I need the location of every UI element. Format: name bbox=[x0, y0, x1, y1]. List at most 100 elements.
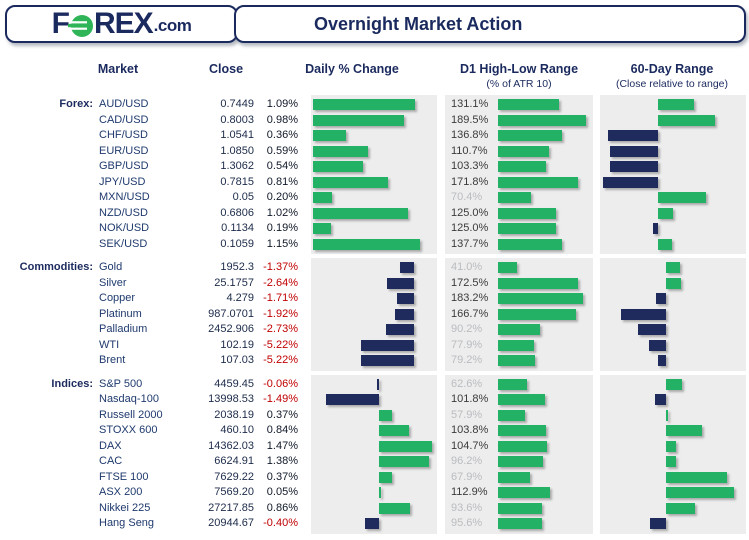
d1-range-bar bbox=[498, 378, 528, 390]
daily-change-bar bbox=[312, 99, 415, 110]
daily-pct-value: 1.38% bbox=[266, 455, 298, 467]
column-subheader-d1-range: (% of ATR 10) bbox=[486, 78, 552, 90]
sixty-day-range-cell bbox=[600, 353, 746, 369]
d1-bar-zone bbox=[498, 276, 591, 292]
d1-bar-zone bbox=[498, 97, 591, 113]
daily-change-bar bbox=[364, 518, 380, 529]
column-header-close: Close bbox=[208, 62, 244, 76]
d1-bar-zone bbox=[498, 377, 591, 393]
sixty-day-range-cell bbox=[600, 128, 746, 144]
sixty-day-range-bar bbox=[638, 324, 666, 335]
spacer bbox=[298, 97, 311, 113]
sixty-day-range-cell bbox=[600, 454, 746, 470]
daily-pct-value: 0.84% bbox=[266, 424, 298, 436]
d1-range-bar bbox=[498, 99, 559, 110]
close-value: 102.19 bbox=[220, 338, 254, 351]
spacer bbox=[298, 439, 311, 455]
sixty-day-range-bar bbox=[665, 262, 680, 273]
spacer bbox=[298, 392, 311, 408]
spacer bbox=[298, 190, 311, 206]
title-box: Overnight Market Action bbox=[234, 5, 746, 43]
market-name: DAX bbox=[99, 439, 122, 452]
d1-range-cell: 57.9% bbox=[445, 408, 593, 424]
daily-change-bar-cell bbox=[311, 516, 437, 532]
d1-bar-zone bbox=[498, 338, 591, 354]
spacer bbox=[298, 260, 311, 276]
spacer bbox=[298, 159, 311, 175]
close-value: 6624.91 bbox=[214, 455, 254, 467]
market-name: Brent bbox=[99, 354, 126, 366]
d1-range-bar bbox=[498, 114, 587, 126]
sixty-day-range-bar bbox=[666, 440, 676, 452]
market-name: JPY/USD bbox=[99, 175, 146, 188]
d1-range-cell: 104.7% bbox=[445, 439, 593, 455]
d1-range-cell: 125.0% bbox=[445, 206, 593, 222]
d1-range-label: 136.8% bbox=[451, 129, 489, 141]
section-group-label bbox=[0, 190, 97, 206]
column-header-d1-range: D1 High-Low Range bbox=[459, 62, 579, 76]
daily-pct-value: 0.98% bbox=[266, 113, 298, 126]
close-value: 4459.45 bbox=[214, 377, 254, 390]
d1-range-label: 112.9% bbox=[451, 486, 488, 498]
d1-range-cell: 189.5% bbox=[445, 113, 593, 129]
close-value: 0.1134 bbox=[221, 222, 254, 234]
spacer bbox=[437, 307, 445, 323]
d1-range-label: 104.7% bbox=[451, 439, 489, 452]
d1-range-label: 125.0% bbox=[451, 222, 489, 234]
daily-change-bar-cell bbox=[311, 97, 437, 113]
close-value: 13998.53 bbox=[208, 393, 254, 405]
spacer bbox=[437, 423, 445, 439]
sixty-day-range-bar bbox=[620, 308, 666, 320]
daily-change-bar bbox=[400, 262, 415, 273]
spacer bbox=[437, 144, 445, 160]
daily-pct-value: -2.64% bbox=[263, 276, 298, 289]
d1-bar-zone bbox=[498, 322, 591, 338]
market-name: S&P 500 bbox=[99, 377, 143, 390]
daily-change-bar-cell bbox=[311, 423, 437, 439]
spacer bbox=[437, 97, 445, 113]
daily-change-bar-cell bbox=[311, 206, 437, 222]
column-header-daily-change: Daily % Change bbox=[305, 62, 399, 76]
market-name: STOXX 600 bbox=[99, 424, 158, 436]
daily-pct-value: 0.20% bbox=[266, 191, 298, 203]
daily-change-bar bbox=[379, 471, 393, 483]
d1-bar-zone bbox=[498, 113, 591, 129]
spacer bbox=[437, 175, 445, 191]
spacer bbox=[593, 470, 600, 486]
d1-range-cell: 110.7% bbox=[445, 144, 593, 160]
daily-pct-value: 1.15% bbox=[266, 237, 298, 250]
spacer bbox=[298, 485, 311, 501]
daily-change-bar bbox=[361, 355, 415, 366]
d1-bar-zone bbox=[498, 175, 591, 191]
sixty-day-range-cell bbox=[600, 307, 746, 323]
market-name: Platinum bbox=[99, 307, 142, 320]
close-value: 1.3062 bbox=[220, 160, 254, 172]
sixty-day-range-cell bbox=[600, 408, 746, 424]
sixty-day-range-bar bbox=[666, 409, 669, 421]
spacer bbox=[593, 237, 600, 253]
spacer bbox=[437, 501, 445, 517]
close-value: 0.7449 bbox=[220, 98, 254, 110]
sixty-day-range-bar bbox=[658, 238, 673, 250]
d1-range-label: 103.3% bbox=[451, 160, 489, 172]
daily-pct-value: -1.49% bbox=[263, 393, 298, 405]
spacer bbox=[298, 377, 311, 393]
d1-range-bar bbox=[498, 471, 530, 483]
daily-pct-value: 0.36% bbox=[266, 129, 298, 141]
d1-bar-zone bbox=[498, 485, 591, 501]
d1-range-cell: 62.6% bbox=[445, 377, 593, 393]
d1-bar-zone bbox=[498, 454, 591, 470]
spacer bbox=[298, 237, 311, 253]
d1-range-bar bbox=[498, 409, 525, 421]
daily-pct-value: 0.81% bbox=[266, 175, 298, 188]
spacer bbox=[298, 338, 311, 354]
d1-range-label: 57.9% bbox=[451, 408, 483, 421]
section-group-label bbox=[0, 113, 97, 129]
daily-pct-value: 0.59% bbox=[266, 144, 298, 157]
close-value: 460.10 bbox=[220, 424, 254, 436]
market-name: CAC bbox=[99, 455, 123, 467]
sixty-day-range-bar bbox=[665, 277, 682, 289]
close-value: 987.0701 bbox=[208, 307, 254, 320]
spacer bbox=[298, 307, 311, 323]
d1-range-label: 131.1% bbox=[451, 98, 489, 110]
